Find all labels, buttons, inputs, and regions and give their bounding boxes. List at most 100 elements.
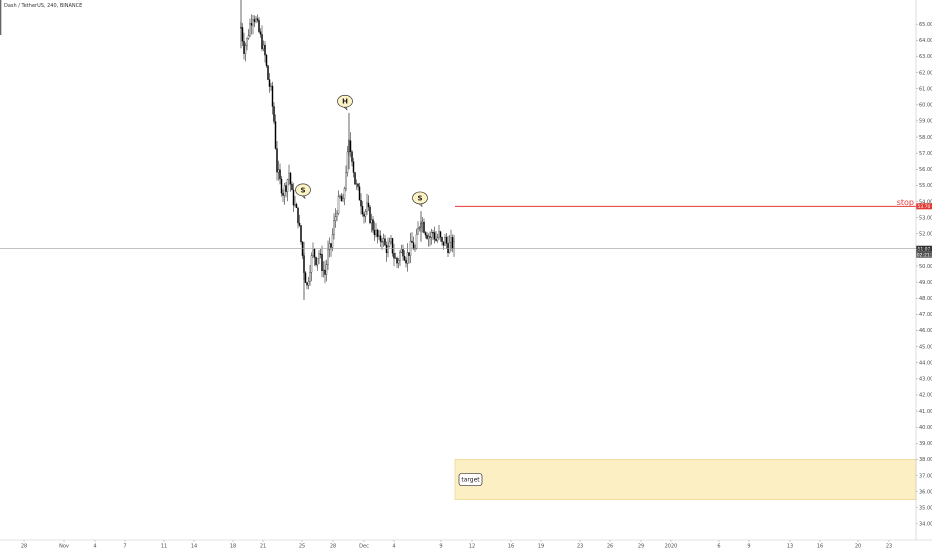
price-tick-label: 59.00 <box>919 119 932 125</box>
candle-body <box>342 198 344 202</box>
time-axis[interactable]: 28 Nov 4 7 11 14 18 21 25 28 Dec 4 9 12 16 19 23 26 29 2020… <box>0 539 932 550</box>
candle-body <box>436 237 439 241</box>
candle-body <box>384 238 386 246</box>
price-tick-label: 50.00 <box>919 264 932 270</box>
candle-body <box>351 151 353 162</box>
candle-body <box>340 195 343 202</box>
candle-body <box>369 206 371 224</box>
candle-body <box>273 106 275 122</box>
candle-body <box>393 253 395 259</box>
candle-body <box>370 219 373 224</box>
time-tick-label: 21 <box>260 544 266 550</box>
candle-body <box>447 243 449 254</box>
chart-title: Dash / TetherUS, 240, BINANCE <box>4 3 82 9</box>
price-tick-label: 57.00 <box>919 151 932 157</box>
candle-body <box>394 257 397 259</box>
candle-body <box>439 231 442 238</box>
candle-body <box>324 269 326 275</box>
candle-body <box>327 249 329 265</box>
candle-body <box>381 241 383 243</box>
price-tick-label: 38.00 <box>919 457 932 463</box>
time-tick-label: 14 <box>191 544 197 550</box>
candle-body <box>372 219 374 231</box>
time-tick-label: 13 <box>787 544 793 550</box>
current-price-label: 51.07 <box>918 246 931 252</box>
candle-body <box>403 256 406 261</box>
pattern-labels: S H S <box>295 94 428 208</box>
candle-body <box>415 234 418 249</box>
price-tick-label: 36.00 <box>919 489 932 495</box>
candle-body <box>331 234 334 248</box>
candle-body <box>268 79 271 87</box>
candle-body <box>241 27 244 42</box>
time-tick-label: 12 <box>469 544 475 550</box>
candle-body <box>346 151 349 173</box>
candle-body <box>249 23 251 36</box>
pattern-bubble-label: H <box>342 98 348 106</box>
target-zone-rect[interactable] <box>454 459 917 501</box>
time-tick-label: 9 <box>747 544 750 550</box>
candle-body <box>405 260 407 264</box>
candle-body <box>364 211 367 217</box>
candle-body <box>256 18 259 21</box>
price-tick-label: 55.00 <box>919 183 932 189</box>
candle-body <box>390 238 392 243</box>
price-axis[interactable]: 34.00 35.00 36.00 37.00 38.00 39.00 40.00 41.00… <box>915 0 932 540</box>
pattern-bubble[interactable] <box>412 191 428 205</box>
time-tick-label: 6 <box>717 544 720 550</box>
candle-body <box>333 220 335 235</box>
candle-body <box>412 242 415 250</box>
candle-body <box>432 232 434 234</box>
candle-body <box>259 31 262 35</box>
time-tick-label: 25 <box>299 544 305 550</box>
candle-body <box>339 195 341 197</box>
candle-body <box>409 240 412 256</box>
candle-body <box>253 19 256 22</box>
candle-body <box>298 222 301 226</box>
candle-body <box>262 44 265 50</box>
candle-body <box>315 257 317 266</box>
stop-price-label: 53.70 <box>918 204 931 210</box>
candle-body <box>307 281 310 286</box>
candle-body <box>388 241 391 247</box>
candle-body <box>397 260 400 264</box>
time-tick-label: Dec <box>359 544 369 550</box>
pattern-bubble[interactable] <box>295 183 311 197</box>
pattern-bubble-label: S <box>300 186 305 194</box>
candle-body <box>375 229 377 236</box>
candles <box>0 0 455 300</box>
candle-body <box>306 282 308 286</box>
candle-body <box>261 34 263 50</box>
time-tick-label: 26 <box>607 544 613 550</box>
price-tick-label: 46.00 <box>919 328 932 334</box>
price-tick-label: 52.00 <box>919 232 932 238</box>
candle-body <box>399 252 401 261</box>
candle-body <box>343 188 346 199</box>
candle-body <box>408 252 410 256</box>
price-tick-label: 42.00 <box>919 393 932 399</box>
candle-body <box>265 54 268 66</box>
candle-body <box>313 248 316 258</box>
time-tick-label: Nov <box>59 544 69 550</box>
candle-body <box>433 232 436 240</box>
candle-body <box>277 169 280 173</box>
candle-body <box>421 221 424 224</box>
price-tick-label: 35.00 <box>919 506 932 512</box>
candle-body <box>271 85 274 107</box>
price-tick-label: 56.00 <box>919 167 932 173</box>
candle-body <box>294 204 296 206</box>
price-tick-label: 53.00 <box>919 215 932 221</box>
candle-body <box>288 172 290 180</box>
time-tick-label: 23 <box>886 544 892 550</box>
candle-body <box>295 204 298 208</box>
time-tick-label: 7 <box>123 544 126 550</box>
candle-body <box>382 238 385 242</box>
candle-body <box>423 221 425 233</box>
pattern-bubble[interactable] <box>337 94 353 108</box>
candle-body <box>426 234 428 239</box>
time-tick-label: 28 <box>21 544 27 550</box>
candle-body <box>243 41 245 54</box>
candle-body <box>355 183 358 185</box>
